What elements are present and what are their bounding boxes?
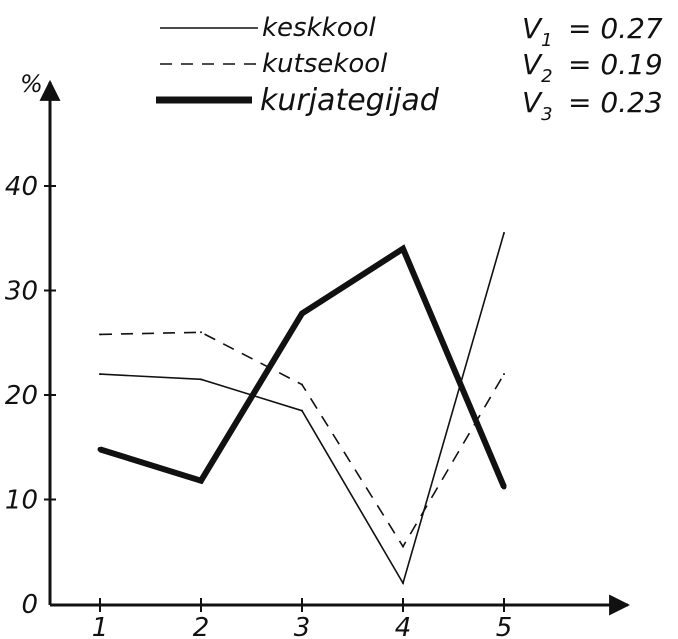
data-point-kurjategijad [198, 478, 204, 484]
data-point-kutsekool [503, 373, 505, 376]
data-point-keskkool [503, 232, 505, 235]
y-ticks: 0 10 20 30 40 [5, 172, 56, 620]
data-point-keskkool [200, 378, 202, 381]
legend-v2-value: = 0.19 [568, 48, 663, 81]
x-tick-label: 4 [395, 613, 412, 639]
data-point-kurjategijad [299, 310, 305, 316]
x-ticks: 1 2 3 4 5 [92, 598, 513, 639]
data-point-kurjategijad [97, 446, 103, 452]
data-point-kurjategijad [400, 246, 406, 252]
x-tick-label: 2 [193, 613, 210, 639]
legend: keskkool V1 = 0.27 kutsekool V2 = 0.19 k… [156, 12, 663, 125]
data-point-kutsekool [99, 333, 101, 336]
data-point-keskkool [99, 373, 101, 376]
legend-label-kutsekool: kutsekool [262, 49, 388, 79]
y-axis-label: % [20, 70, 43, 98]
y-tick-label: 20 [5, 381, 38, 411]
data-point-kutsekool [200, 331, 202, 334]
legend-v3-symbol: V3 [522, 86, 553, 125]
y-tick-label: 10 [5, 486, 38, 516]
series-layer [97, 232, 507, 586]
y-tick-label: 30 [5, 277, 38, 307]
data-point-kutsekool [402, 545, 404, 548]
legend-v2-symbol: V2 [522, 48, 553, 87]
legend-v1-value: = 0.27 [568, 12, 663, 45]
y-tick-label: 40 [5, 172, 38, 202]
legend-label-kurjategijad: kurjategijad [260, 83, 440, 118]
series-line-kurjategijad [99, 244, 507, 489]
data-point-keskkool [301, 409, 303, 412]
legend-label-keskkool: keskkool [262, 13, 377, 43]
data-point-kutsekool [301, 383, 303, 386]
x-tick-label: 3 [294, 613, 311, 639]
legend-v3-value: = 0.23 [568, 86, 663, 119]
legend-v1-symbol: V1 [522, 12, 553, 51]
series-line-keskkool [99, 232, 505, 586]
series-line-kutsekool [99, 331, 505, 549]
data-point-keskkool [402, 582, 404, 585]
x-tick-label: 5 [496, 613, 513, 639]
y-tick-label: 0 [21, 590, 38, 620]
data-point-kurjategijad [501, 484, 507, 490]
x-tick-label: 1 [92, 613, 109, 639]
